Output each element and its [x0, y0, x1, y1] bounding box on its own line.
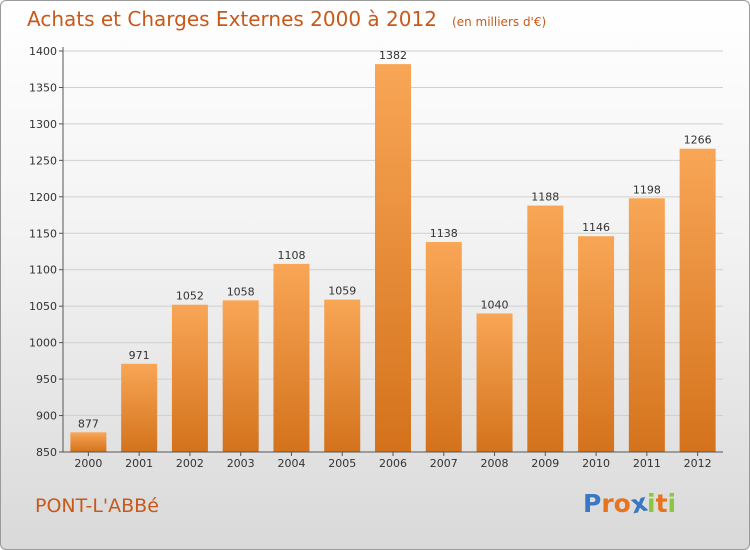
place-name: PONT-L'ABBé	[35, 495, 159, 517]
bar-2006	[375, 64, 411, 452]
x-tick-label: 2010	[582, 457, 610, 470]
x-tick-label: 2003	[227, 457, 255, 470]
y-tick-label: 1400	[29, 45, 57, 58]
bar-value-label: 877	[78, 417, 99, 430]
bar-value-label: 1382	[379, 49, 407, 62]
x-tick-label: 2008	[481, 457, 509, 470]
logo-letter: r	[601, 489, 614, 518]
logo-letter: P	[583, 489, 602, 518]
x-tick-label: 2007	[430, 457, 458, 470]
bar-value-label: 1040	[481, 298, 509, 311]
bar-2009	[527, 205, 564, 452]
y-tick-label: 1300	[29, 118, 57, 131]
y-tick-label: 1100	[29, 264, 57, 277]
x-tick-label: 2001	[125, 457, 153, 470]
x-tick-label: 2012	[684, 457, 712, 470]
y-tick-label: 1050	[29, 300, 57, 313]
bar-2010	[578, 236, 615, 452]
y-tick-label: 1000	[29, 337, 57, 350]
x-tick-label: 2000	[74, 457, 102, 470]
x-tick-label: 2004	[277, 457, 305, 470]
bar-value-label: 1052	[176, 290, 204, 303]
x-tick-label: 2002	[176, 457, 204, 470]
bar-value-label: 1266	[684, 134, 712, 147]
y-tick-label: 1350	[29, 81, 57, 94]
bar-2007	[425, 242, 462, 452]
chart-title-block: Achats et Charges Externes 2000 à 2012 (…	[27, 7, 546, 31]
logo-letter: i	[647, 489, 656, 518]
y-tick-label: 1250	[29, 154, 57, 167]
x-tick-label: 2009	[531, 457, 559, 470]
chart-title: Achats et Charges Externes 2000 à 2012	[27, 7, 437, 31]
bar-value-label: 1188	[531, 191, 559, 204]
bar-2004	[273, 263, 310, 452]
bar-2008	[476, 313, 513, 452]
y-tick-label: 900	[36, 410, 57, 423]
bar-2001	[121, 363, 158, 452]
bar-value-label: 1108	[277, 249, 305, 262]
bar-2012	[679, 148, 716, 452]
bar-2002	[171, 304, 208, 452]
x-tick-label: 2006	[379, 457, 407, 470]
bar-2011	[628, 198, 665, 452]
y-tick-label: 1200	[29, 191, 57, 204]
logo-letter: o	[613, 489, 631, 518]
bar-2000	[70, 432, 107, 452]
x-tick-label: 2011	[633, 457, 661, 470]
y-tick-label: 1150	[29, 227, 57, 240]
proxiti-logo: Proxiti	[583, 488, 677, 520]
bar-2003	[222, 300, 259, 452]
bar-value-label: 1198	[633, 183, 661, 196]
y-tick-label: 850	[36, 446, 57, 459]
bar-value-label: 1058	[227, 285, 255, 298]
chart-unit: (en milliers d'€)	[452, 15, 547, 29]
bar-2005	[324, 299, 361, 452]
bar-value-label: 1138	[430, 227, 458, 240]
bar-value-label: 1059	[328, 285, 356, 298]
bar-value-label: 1146	[582, 221, 610, 234]
y-tick-label: 950	[36, 373, 57, 386]
logo-letter: t	[655, 489, 668, 518]
bar-value-label: 971	[129, 349, 150, 362]
logo-letter: i	[667, 489, 677, 518]
x-tick-label: 2005	[328, 457, 356, 470]
